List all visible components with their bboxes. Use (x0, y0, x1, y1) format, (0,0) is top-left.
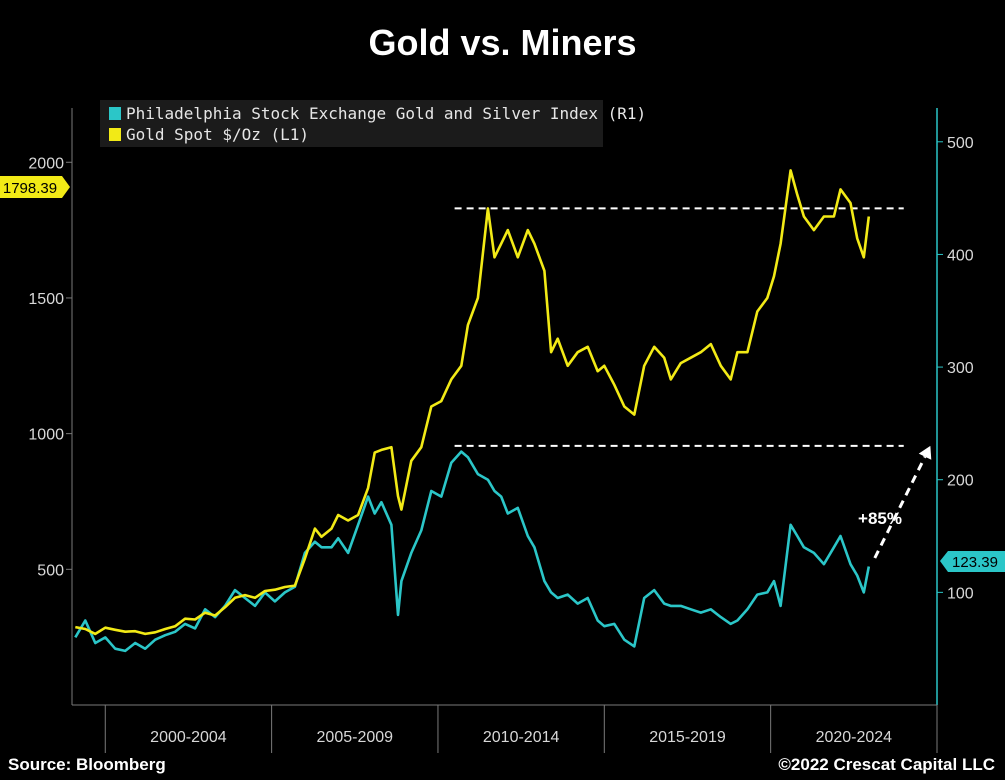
legend-label-gold: Gold Spot $/Oz (L1) (126, 125, 309, 144)
footer-source: Source: Bloomberg (8, 755, 166, 774)
legend-swatch-gold (109, 128, 121, 141)
right-tick-label: 400 (947, 247, 974, 264)
x-tick-label: 2005-2009 (317, 729, 394, 746)
right-tick-label: 200 (947, 473, 974, 490)
arrow-shaft (873, 456, 927, 559)
arrow-head-icon (918, 445, 932, 460)
left-tick-label: 1500 (28, 291, 64, 308)
legend-swatch-miners (109, 107, 121, 120)
gold-last-value-badge: 1798.39 (0, 176, 70, 198)
miners-series-line (74, 450, 871, 653)
left-tick-label: 500 (37, 562, 64, 579)
gold-badge-text: 1798.39 (3, 180, 57, 197)
gold-series-line (75, 169, 871, 636)
right-tick-label: 300 (947, 360, 974, 377)
left-tick-label: 2000 (28, 155, 64, 172)
left-tick-labels: 500 1000 1500 2000 (28, 155, 72, 579)
left-tick-label: 1000 (28, 427, 64, 444)
gold-badge-shape (0, 176, 70, 198)
x-tick-label: 2000-2004 (150, 729, 227, 746)
legend-box (100, 100, 603, 147)
legend-label-miners: Philadelphia Stock Exchange Gold and Sil… (126, 104, 646, 123)
x-tick-label: 2010-2014 (483, 729, 560, 746)
legend: Philadelphia Stock Exchange Gold and Sil… (100, 100, 646, 147)
arrow-annotation: +85% (858, 445, 932, 559)
x-tick-label: 2020-2024 (816, 729, 893, 746)
miners-last-value-badge: 123.39 (940, 551, 1005, 572)
x-tick-label: 2015-2019 (649, 729, 726, 746)
miners-badge-text: 123.39 (952, 554, 998, 571)
chart-title: Gold vs. Miners (368, 22, 637, 63)
right-tick-labels: 100 200 300 400 500 (937, 135, 974, 602)
x-tick-labels: 2000-2004 2005-2009 2010-2014 2015-2019 2020… (104, 705, 938, 753)
miners-badge-shape (940, 551, 1005, 572)
reference-lines (454, 207, 904, 447)
right-tick-label: 500 (947, 135, 974, 152)
right-tick-label: 100 (947, 585, 974, 602)
footer-copyright: ©2022 Crescat Capital LLC (778, 755, 995, 774)
arrow-label: +85% (858, 509, 902, 528)
